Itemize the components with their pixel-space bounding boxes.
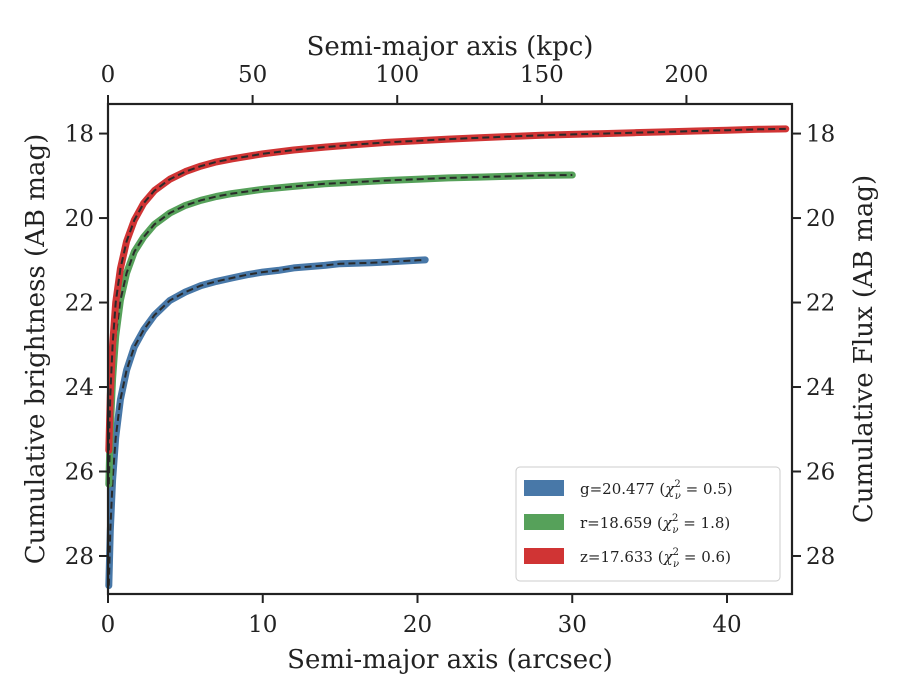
legend-box (515, 466, 781, 582)
y2-tick-label: 18 (806, 122, 835, 148)
plot-frame (106, 102, 794, 596)
y2-axis-title: Cumulative Flux (AB mag) (849, 175, 879, 523)
x2-tick-label: 100 (375, 62, 419, 88)
legend-label-chi: χ (662, 514, 673, 532)
y2-tick-label: 20 (806, 206, 835, 232)
legend-label-main: g=20.477 ( (580, 480, 665, 498)
legend-label-sub: ν (672, 525, 678, 536)
y-axis-right: 18 20 22 24 26 28 (792, 122, 835, 570)
y-tick-label: 18 (65, 122, 94, 148)
x2-tick-label: 0 (101, 62, 116, 88)
series-line-1 (105, 171, 576, 488)
x2-tick-label: 200 (664, 62, 708, 88)
curves-layer (105, 125, 790, 590)
legend-label-eq: = 0.6) (679, 548, 731, 566)
legend-label-main: r=18.659 ( (580, 514, 663, 532)
y-axis-title: Cumulative brightness (AB mag) (21, 134, 51, 565)
legend-label-main: z=17.633 ( (580, 548, 664, 566)
legend-label-eq: = 0.5) (681, 480, 733, 498)
x-tick-label: 30 (558, 612, 587, 638)
series-model-line-1 (107, 174, 573, 485)
x-tick-label: 40 (712, 612, 741, 638)
x2-tick-label: 150 (520, 62, 564, 88)
y-tick-label: 28 (65, 544, 94, 570)
y2-tick-label: 28 (806, 544, 835, 570)
x-tick-label: 20 (403, 612, 432, 638)
legend-label-sub: ν (673, 559, 679, 570)
legend-label-sup: 2 (673, 547, 679, 558)
series-model-line-2 (107, 127, 786, 451)
y-axis-left: 18 20 22 24 26 28 (65, 122, 108, 570)
x2-tick-label: 50 (238, 62, 267, 88)
y-tick-label: 22 (65, 291, 94, 317)
y2-tick-label: 24 (806, 375, 835, 401)
x-axis-top: 0 50 100 150 200 (101, 62, 708, 104)
x-axis-title: Semi-major axis (arcsec) (287, 645, 613, 675)
legend-swatch-0 (524, 480, 564, 496)
legend-swatch-2 (524, 548, 564, 564)
y2-tick-label: 22 (806, 291, 835, 317)
x-tick-label: 0 (101, 612, 116, 638)
legend-swatch-1 (524, 514, 564, 530)
x-tick-label: 10 (248, 612, 277, 638)
legend-entry-2: z=17.633 (χ2 ν = 0.6) (580, 547, 731, 570)
x-axis-bottom: 0 10 20 30 40 (101, 594, 742, 638)
x2-axis-title: Semi-major axis (kpc) (307, 32, 594, 62)
legend: g=20.477 (χ2 ν = 0.5)r=18.659 (χ2 ν = 1.8)… (515, 466, 781, 582)
y-tick-label: 24 (65, 375, 94, 401)
y-tick-label: 20 (65, 206, 94, 232)
legend-label-eq: = 1.8) (678, 514, 730, 532)
legend-entry-1: r=18.659 (χ2 ν = 1.8) (580, 513, 730, 536)
y-tick-label: 26 (65, 460, 94, 486)
series-line-0 (105, 256, 429, 590)
legend-label-sub: ν (675, 491, 681, 502)
legend-entry-0: g=20.477 (χ2 ν = 0.5) (580, 479, 733, 502)
legend-label-chi: χ (663, 548, 674, 566)
series-model-line-0 (107, 258, 426, 586)
legend-label-sup: 2 (672, 513, 678, 524)
legend-label-chi: χ (664, 480, 675, 498)
legend-label-sup: 2 (674, 479, 680, 490)
y2-tick-label: 26 (806, 460, 835, 486)
